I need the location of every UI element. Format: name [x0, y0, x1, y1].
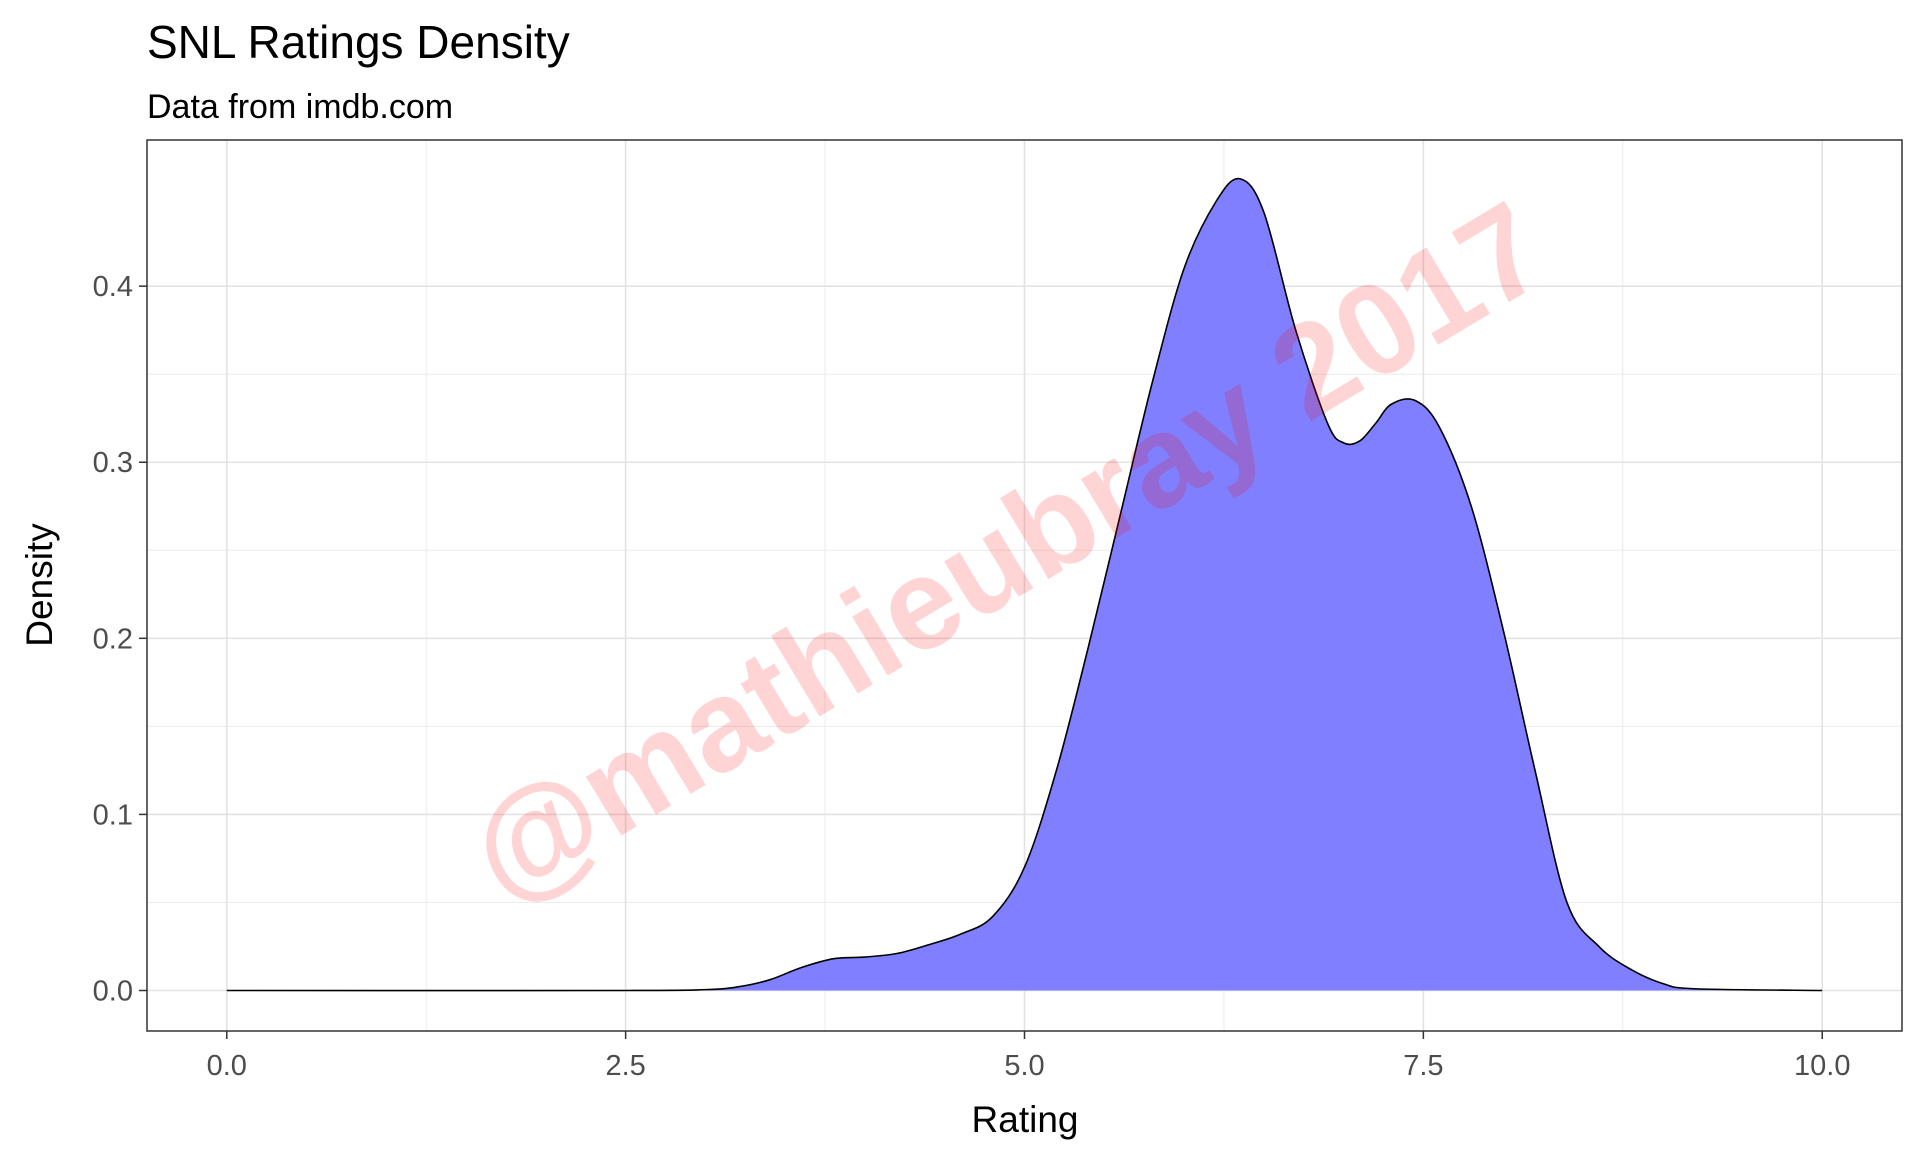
series-layer	[226, 177, 1823, 992]
x-tick-label: 5.0	[1004, 1050, 1044, 1082]
y-axis-title: Density	[19, 523, 60, 647]
density-line	[226, 177, 1823, 992]
x-tick-label: 10.0	[1794, 1050, 1850, 1082]
x-axis-title: Rating	[972, 1099, 1079, 1140]
tick-labels: 0.0 2.5 5.0 7.5 10.0 0.0 0.1 0.2 0.3 0.4	[93, 271, 1851, 1082]
chart-title: SNL Ratings Density	[147, 16, 570, 68]
y-tick-label: 0.2	[93, 623, 133, 655]
x-tick-label: 2.5	[605, 1050, 645, 1082]
chart-subtitle: Data from imdb.com	[147, 88, 453, 126]
axis-ticks	[139, 285, 1823, 1039]
x-tick-label: 7.5	[1403, 1050, 1443, 1082]
y-tick-label: 0.3	[93, 447, 133, 479]
x-tick-label: 0.0	[207, 1050, 247, 1082]
density-area	[226, 178, 1823, 991]
y-tick-label: 0.4	[93, 271, 133, 303]
y-tick-label: 0.0	[93, 976, 133, 1008]
y-tick-label: 0.1	[93, 799, 133, 831]
